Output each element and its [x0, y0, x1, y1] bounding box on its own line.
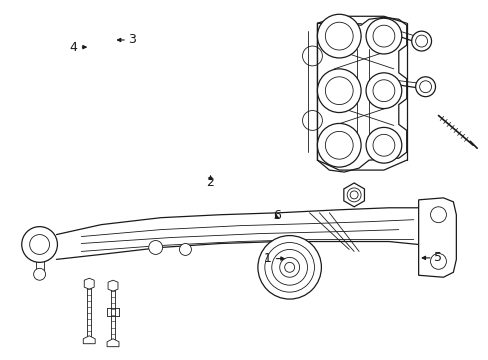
Text: 3: 3 [128, 33, 136, 46]
Circle shape [366, 18, 401, 54]
Circle shape [317, 123, 360, 167]
Circle shape [366, 127, 401, 163]
Circle shape [415, 77, 435, 96]
Polygon shape [108, 280, 118, 291]
Polygon shape [84, 278, 94, 289]
Polygon shape [107, 339, 119, 347]
Circle shape [317, 14, 360, 58]
Circle shape [148, 240, 163, 255]
Polygon shape [83, 336, 95, 344]
Circle shape [411, 31, 431, 51]
Circle shape [257, 235, 321, 299]
Circle shape [179, 243, 191, 255]
Polygon shape [343, 183, 364, 207]
Circle shape [34, 268, 45, 280]
Circle shape [366, 73, 401, 109]
Text: 4: 4 [70, 41, 78, 54]
Text: 5: 5 [433, 251, 441, 264]
Text: 2: 2 [206, 176, 214, 189]
Text: 6: 6 [273, 209, 281, 222]
Polygon shape [317, 17, 406, 172]
Circle shape [317, 69, 360, 113]
Circle shape [21, 227, 57, 262]
Polygon shape [418, 198, 455, 277]
Text: 1: 1 [264, 252, 271, 265]
